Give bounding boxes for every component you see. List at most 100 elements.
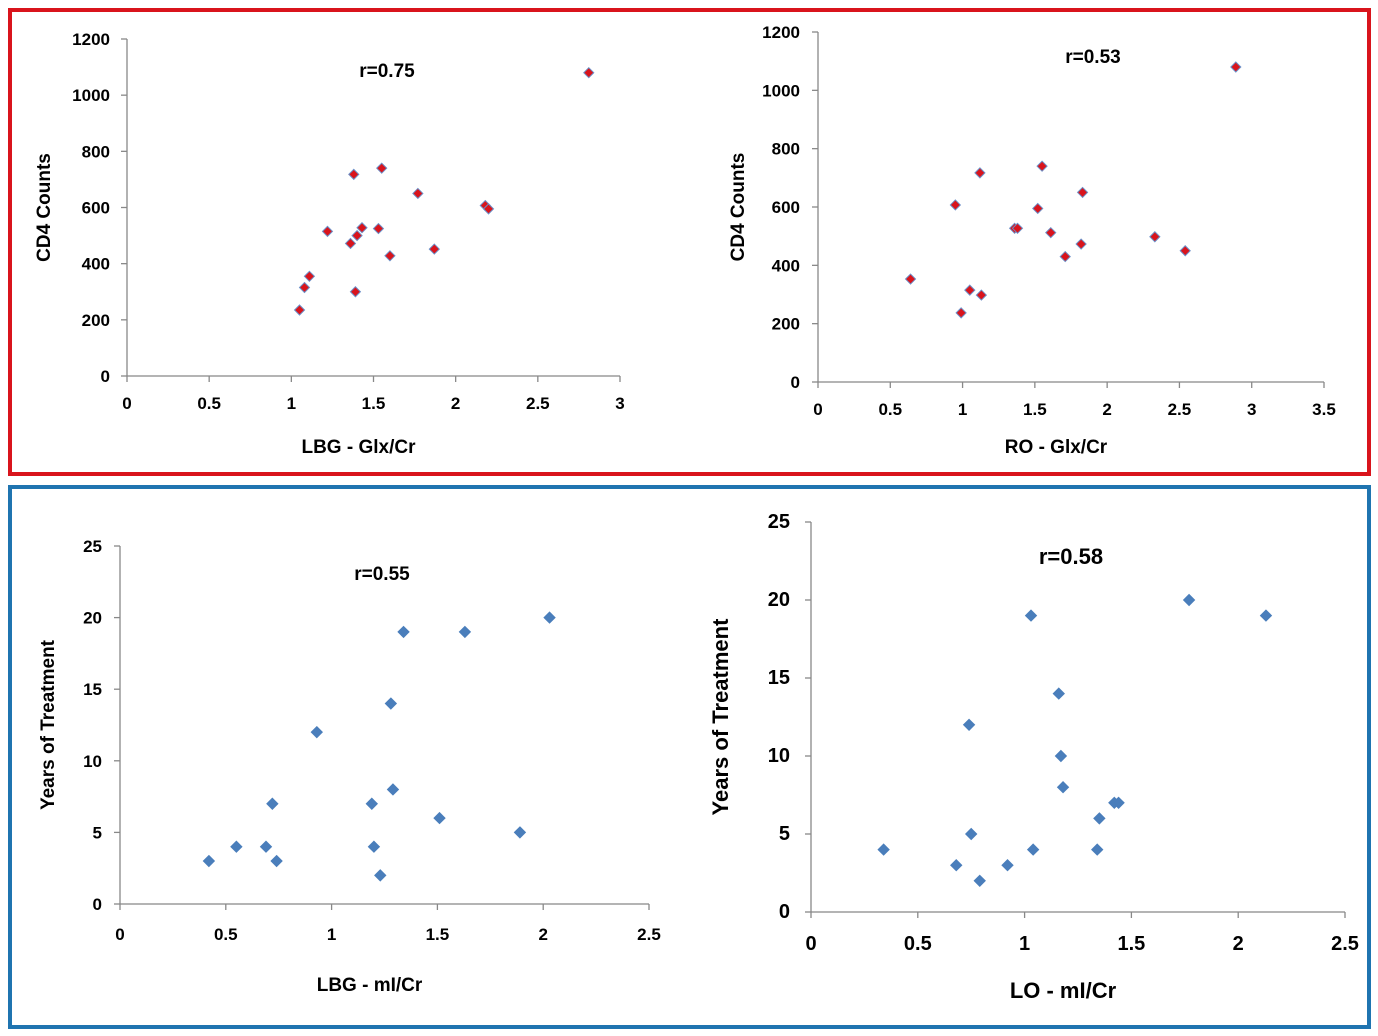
y-tick-label: 25: [768, 511, 790, 533]
x-tick-label: 0.5: [878, 400, 902, 419]
data-point: [482, 203, 495, 215]
data-point: [1024, 609, 1038, 622]
data-point: [1093, 812, 1106, 825]
y-tick-label: 20: [768, 589, 790, 611]
x-tick-label: 1.5: [1117, 933, 1145, 955]
data-point: [1075, 238, 1087, 250]
y-axis-label: CD4 Counts: [728, 153, 749, 262]
data-point: [298, 281, 311, 294]
x-tick-label: 2.5: [637, 925, 661, 944]
data-point: [974, 167, 986, 179]
y-tick-label: 0: [101, 367, 110, 386]
data-point: [955, 307, 967, 319]
y-tick-label: 1000: [72, 86, 110, 105]
data-point: [949, 199, 962, 211]
x-axis-label: LBG - Glx/Cr: [301, 437, 416, 458]
data-point: [962, 718, 976, 732]
data-point: [1001, 858, 1014, 872]
y-tick-label: 1200: [762, 23, 800, 42]
data-point: [202, 854, 216, 868]
x-tick-label: 1: [1019, 933, 1030, 955]
x-axis-label: LBG - mI/Cr: [317, 975, 423, 996]
data-point: [1054, 749, 1068, 763]
y-tick-label: 20: [83, 609, 102, 628]
data-point: [1182, 593, 1196, 607]
x-tick-label: 2.5: [1331, 933, 1359, 955]
data-point: [303, 270, 316, 283]
data-point: [1026, 843, 1040, 856]
data-point: [348, 168, 360, 181]
data-point: [964, 284, 976, 296]
data-point: [1149, 231, 1161, 243]
y-tick-label: 0: [779, 901, 790, 923]
correlation-annotation: r=0.55: [354, 564, 410, 585]
data-point: [412, 187, 424, 200]
data-point: [372, 222, 385, 235]
y-tick-label: 10: [83, 752, 102, 771]
data-point: [344, 237, 357, 250]
data-point: [397, 625, 410, 639]
x-tick-label: 1.5: [426, 925, 450, 944]
data-point: [365, 797, 379, 810]
data-point: [1230, 61, 1242, 73]
bottom-panel-mi-years: [8, 485, 1371, 1029]
data-point: [973, 874, 986, 888]
data-point: [975, 289, 988, 301]
y-tick-label: 0: [93, 895, 102, 914]
x-tick-label: 2.5: [1168, 400, 1192, 419]
data-point: [310, 725, 323, 739]
data-point: [1259, 609, 1273, 622]
y-tick-label: 200: [82, 311, 110, 330]
x-tick-label: 0: [122, 394, 131, 413]
y-tick-label: 600: [82, 199, 110, 218]
x-tick-label: 0.5: [214, 925, 238, 944]
data-point: [1056, 780, 1070, 794]
data-point: [1059, 250, 1071, 263]
data-point: [1076, 186, 1089, 199]
data-point: [964, 827, 978, 841]
x-tick-label: 0.5: [904, 933, 932, 955]
y-tick-label: 1200: [72, 30, 110, 49]
correlation-annotation: r=0.75: [359, 61, 415, 82]
data-point: [356, 222, 368, 234]
x-tick-label: 1: [327, 925, 336, 944]
data-point: [321, 225, 334, 238]
data-point: [230, 840, 243, 853]
y-axis-label: CD4 Counts: [34, 153, 55, 262]
data-point: [374, 869, 387, 882]
data-point: [384, 697, 398, 710]
x-tick-label: 0: [115, 925, 124, 944]
data-point: [1032, 202, 1044, 215]
x-tick-label: 1: [958, 400, 967, 419]
data-point: [349, 286, 362, 298]
y-tick-label: 5: [779, 823, 790, 845]
y-axis-label: Years of Treatment: [708, 618, 733, 816]
y-tick-label: 400: [82, 255, 110, 274]
data-point: [266, 797, 279, 810]
data-point: [877, 843, 890, 856]
y-tick-label: 200: [772, 315, 800, 334]
y-tick-label: 10: [768, 745, 790, 767]
y-tick-label: 400: [772, 256, 800, 275]
x-tick-label: 0: [813, 400, 822, 419]
y-tick-label: 25: [83, 537, 102, 556]
data-point: [1112, 796, 1125, 810]
x-tick-label: 1: [287, 394, 296, 413]
data-point: [1052, 687, 1065, 700]
y-tick-label: 600: [772, 198, 800, 217]
x-tick-label: 0: [805, 933, 816, 955]
data-point: [904, 273, 917, 285]
x-tick-label: 2: [538, 925, 547, 944]
x-tick-label: 2.5: [526, 394, 550, 413]
y-tick-label: 800: [772, 140, 800, 159]
y-tick-label: 15: [768, 667, 790, 689]
data-point: [458, 625, 472, 639]
x-tick-label: 0.5: [197, 394, 221, 413]
x-tick-label: 2: [1102, 400, 1111, 419]
data-point: [386, 783, 400, 796]
data-point: [1179, 245, 1191, 257]
data-point: [270, 854, 283, 868]
